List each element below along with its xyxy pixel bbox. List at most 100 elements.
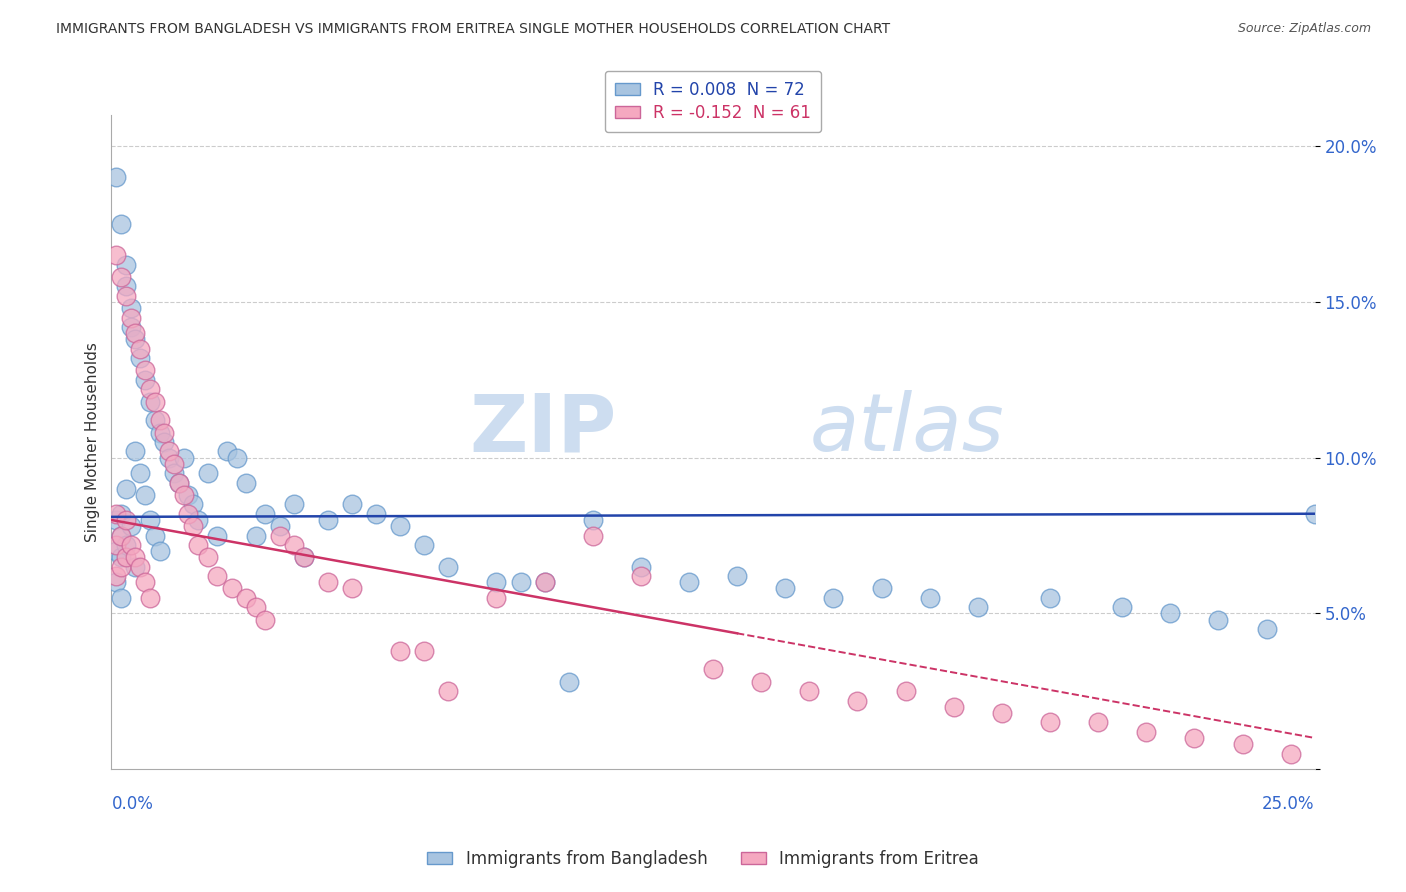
Point xyxy=(187,513,209,527)
Point xyxy=(1039,591,1062,605)
Point xyxy=(366,507,388,521)
Point xyxy=(630,569,652,583)
Point xyxy=(105,513,128,527)
Point xyxy=(207,528,229,542)
Point xyxy=(105,538,128,552)
Point xyxy=(167,475,190,490)
Point xyxy=(115,513,138,527)
Point xyxy=(134,575,156,590)
Point xyxy=(110,270,132,285)
Point xyxy=(918,591,941,605)
Point xyxy=(124,550,146,565)
Point xyxy=(557,674,579,689)
Point xyxy=(215,444,238,458)
Point xyxy=(1039,715,1062,730)
Point xyxy=(187,538,209,552)
Point xyxy=(389,644,412,658)
Point xyxy=(105,170,128,185)
Point xyxy=(110,528,132,542)
Point xyxy=(105,248,128,262)
Point xyxy=(340,582,363,596)
Point xyxy=(582,528,605,542)
Point xyxy=(254,613,277,627)
Point xyxy=(894,684,917,698)
Point xyxy=(129,467,152,481)
Point xyxy=(110,528,132,542)
Point xyxy=(163,457,186,471)
Y-axis label: Single Mother Households: Single Mother Households xyxy=(86,343,100,542)
Point xyxy=(1182,731,1205,745)
Point xyxy=(148,544,170,558)
Point xyxy=(269,528,291,542)
Point xyxy=(134,488,156,502)
Point xyxy=(799,684,821,698)
Point xyxy=(283,497,305,511)
Point xyxy=(105,569,128,583)
Point xyxy=(143,394,166,409)
Point xyxy=(120,310,142,325)
Point xyxy=(115,279,138,293)
Point xyxy=(966,600,988,615)
Point xyxy=(115,258,138,272)
Point xyxy=(120,519,142,533)
Point xyxy=(221,582,243,596)
Point xyxy=(148,413,170,427)
Point xyxy=(437,559,460,574)
Point xyxy=(846,693,869,707)
Point xyxy=(110,217,132,231)
Point xyxy=(181,497,204,511)
Point xyxy=(124,332,146,346)
Point xyxy=(1159,607,1181,621)
Point xyxy=(1208,613,1230,627)
Point xyxy=(143,528,166,542)
Point xyxy=(485,575,508,590)
Point xyxy=(533,575,555,590)
Point xyxy=(870,582,893,596)
Point xyxy=(630,559,652,574)
Point xyxy=(105,575,128,590)
Legend: Immigrants from Bangladesh, Immigrants from Eritrea: Immigrants from Bangladesh, Immigrants f… xyxy=(420,844,986,875)
Point xyxy=(316,575,339,590)
Point xyxy=(235,475,257,490)
Point xyxy=(1087,715,1109,730)
Point xyxy=(115,550,138,565)
Point xyxy=(134,373,156,387)
Text: Source: ZipAtlas.com: Source: ZipAtlas.com xyxy=(1237,22,1371,36)
Point xyxy=(124,326,146,340)
Point xyxy=(1135,724,1157,739)
Point xyxy=(129,559,152,574)
Point xyxy=(115,538,138,552)
Point xyxy=(533,575,555,590)
Point xyxy=(124,444,146,458)
Point xyxy=(153,425,176,440)
Point xyxy=(139,394,162,409)
Point xyxy=(207,569,229,583)
Point xyxy=(509,575,531,590)
Point xyxy=(120,319,142,334)
Point xyxy=(110,550,132,565)
Text: atlas: atlas xyxy=(810,390,1004,468)
Point xyxy=(292,550,315,565)
Point xyxy=(115,482,138,496)
Point xyxy=(269,519,291,533)
Point xyxy=(823,591,845,605)
Point xyxy=(245,528,267,542)
Point xyxy=(163,467,186,481)
Point xyxy=(129,351,152,365)
Point xyxy=(139,513,162,527)
Point xyxy=(702,662,724,676)
Point xyxy=(148,425,170,440)
Point xyxy=(120,301,142,316)
Point xyxy=(157,444,180,458)
Point xyxy=(177,488,200,502)
Point xyxy=(340,497,363,511)
Point xyxy=(942,699,965,714)
Point xyxy=(139,591,162,605)
Point xyxy=(1232,737,1254,751)
Point xyxy=(110,591,132,605)
Point xyxy=(181,519,204,533)
Point xyxy=(197,550,219,565)
Point xyxy=(120,538,142,552)
Point xyxy=(678,575,700,590)
Point xyxy=(167,475,190,490)
